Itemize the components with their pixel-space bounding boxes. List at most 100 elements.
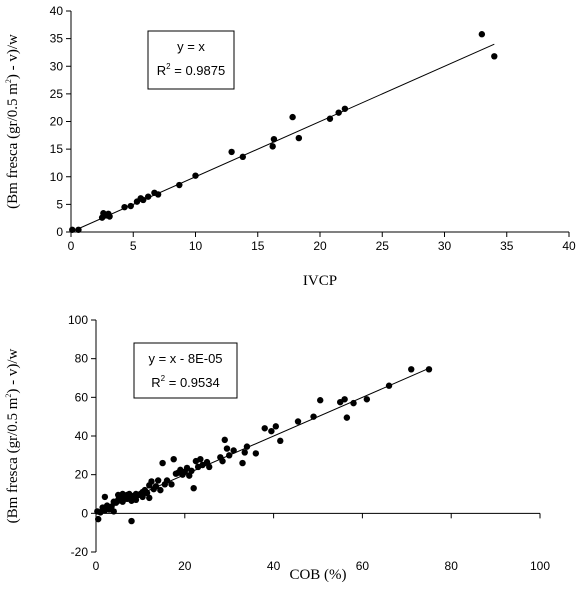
data-point	[363, 396, 371, 403]
y-tick-label: 0	[81, 506, 88, 520]
y-tick-label: 25	[50, 87, 64, 101]
r-squared-prefix: R	[151, 375, 160, 390]
data-point	[163, 477, 171, 484]
x-axis-title: IVCP	[303, 273, 337, 289]
data-point	[157, 486, 164, 494]
y-tick-label: 80	[75, 352, 89, 366]
data-point	[203, 458, 211, 466]
data-point	[268, 427, 275, 435]
equation-box	[147, 30, 235, 90]
y-tick-label: 5	[56, 197, 63, 211]
data-point	[491, 53, 498, 60]
x-tick-label: 100	[530, 559, 550, 573]
y-tick-label: 20	[75, 468, 89, 482]
data-point	[252, 450, 260, 457]
data-point	[148, 478, 155, 485]
data-point	[226, 452, 233, 459]
r-squared-value: = 0.9875	[171, 63, 226, 78]
r-squared-superscript: 2	[166, 62, 171, 71]
x-tick-label: 60	[356, 559, 370, 573]
chart-ivcp: 0 5 10 15 20 25 30 35 40 0 5 10 15 20 25 30 35 40 y = x R2 …	[4, 4, 576, 289]
y-axis-title-superscript: 2	[4, 394, 13, 398]
r-squared-superscript: 2	[161, 374, 166, 383]
data-point	[190, 485, 197, 492]
data-point	[228, 148, 235, 156]
data-point	[425, 366, 433, 373]
data-point	[335, 109, 342, 116]
data-point	[101, 493, 109, 501]
x-tick-label: 5	[130, 239, 137, 253]
data-point	[289, 113, 296, 121]
data-point	[341, 105, 349, 112]
y-axis-title-part: (Bm fresca (gr/0.5 m	[5, 397, 21, 523]
data-point	[295, 134, 303, 142]
data-point	[108, 503, 115, 510]
y-tick-label: -20	[71, 545, 89, 559]
data-point	[127, 202, 134, 210]
y-axis-title-part: ) - v)/w	[5, 348, 21, 393]
y-tick-label: 30	[50, 59, 64, 73]
x-axis-title: COB (%)	[289, 567, 346, 583]
data-point	[139, 493, 146, 501]
data-point	[230, 447, 237, 454]
data-point	[223, 445, 231, 452]
data-point	[176, 181, 183, 189]
data-point	[170, 456, 177, 463]
trendline	[70, 43, 495, 233]
x-tick-label: 20	[313, 239, 327, 253]
data-point	[326, 115, 334, 122]
regression-equation: y = x	[177, 39, 205, 54]
y-tick-label: 20	[50, 115, 64, 129]
data-point	[317, 397, 324, 404]
x-tick-label: 10	[189, 239, 203, 253]
y-tick-label: 15	[50, 142, 64, 156]
data-point	[206, 463, 213, 471]
data-point	[270, 135, 278, 143]
data-point	[269, 143, 276, 150]
data-point	[239, 153, 247, 161]
data-point	[144, 193, 152, 200]
data-point	[219, 457, 226, 465]
regression-equation: y = x - 8E-05	[148, 351, 222, 366]
data-point	[277, 437, 284, 445]
data-point	[261, 425, 268, 432]
r-squared-prefix: R	[157, 63, 166, 78]
x-tick-label: 35	[500, 239, 514, 253]
r-squared-label: R2 = 0.9534	[151, 374, 219, 390]
x-tick-label: 0	[68, 239, 75, 253]
y-axis-title: (Bm fresca (gr/0.5 m2) - v)/w	[4, 34, 21, 209]
data-point	[221, 436, 228, 444]
data-point	[128, 517, 135, 525]
y-tick-label: 35	[50, 32, 64, 46]
data-point	[106, 213, 113, 220]
data-point	[168, 481, 175, 488]
data-point	[132, 496, 140, 503]
data-point	[272, 423, 280, 430]
equation-box	[133, 342, 238, 399]
data-point	[310, 413, 317, 420]
data-point	[341, 396, 348, 403]
data-point	[186, 472, 193, 479]
data-point	[350, 399, 357, 407]
data-point	[75, 226, 82, 233]
y-axis-title: (Bm fresca (gr/0.5 m2) - v)/w	[4, 348, 21, 523]
data-point	[121, 203, 128, 211]
y-tick-label: 60	[75, 390, 89, 404]
data-point	[408, 366, 415, 373]
data-point	[343, 414, 351, 421]
data-point	[192, 172, 199, 179]
r-squared-value: = 0.9534	[165, 375, 220, 390]
data-point	[241, 449, 248, 456]
x-tick-label: 0	[93, 559, 100, 573]
x-tick-label: 40	[267, 559, 281, 573]
x-tick-label: 30	[438, 239, 452, 253]
data-point	[243, 443, 251, 450]
y-axis-title-part: ) - v)/w	[5, 34, 21, 79]
x-tick-label: 25	[376, 239, 390, 253]
data-point	[140, 196, 147, 204]
data-point	[110, 508, 117, 515]
data-point	[154, 477, 162, 484]
x-tick-label: 80	[445, 559, 459, 573]
data-point	[478, 31, 486, 38]
y-tick-label: 0	[56, 225, 63, 239]
